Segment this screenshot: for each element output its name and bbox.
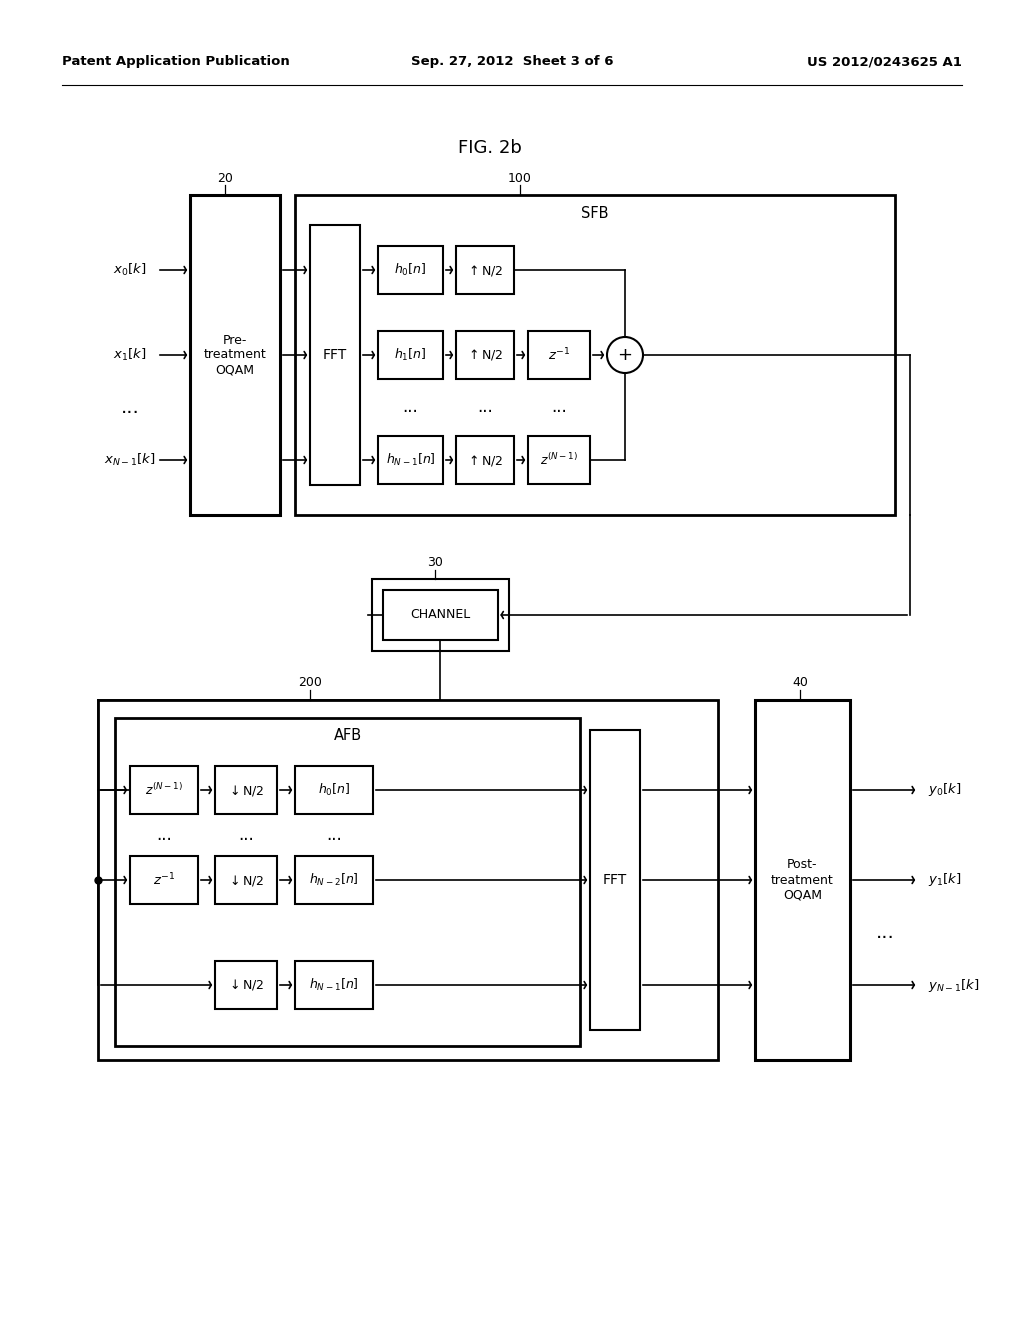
Bar (190, 195, 280, 515)
Text: ...: ... (121, 399, 139, 417)
Text: ...: ... (551, 399, 567, 417)
Text: $h_1[n]$: $h_1[n]$ (394, 347, 427, 363)
Text: SFB: SFB (582, 206, 608, 220)
Bar (130, 766, 198, 814)
Text: $y_{N-1}[k]$: $y_{N-1}[k]$ (928, 977, 980, 994)
Bar (383, 590, 498, 640)
Text: $h_0[n]$: $h_0[n]$ (317, 781, 350, 799)
Bar (528, 331, 590, 379)
Text: Sep. 27, 2012  Sheet 3 of 6: Sep. 27, 2012 Sheet 3 of 6 (411, 55, 613, 69)
Text: AFB: AFB (334, 729, 361, 743)
Text: $\uparrow$N/2: $\uparrow$N/2 (467, 453, 504, 467)
Bar (456, 331, 514, 379)
Text: 20: 20 (217, 172, 232, 185)
Bar (372, 579, 509, 651)
Bar (310, 224, 360, 484)
Bar (528, 436, 590, 484)
Text: Post-
treatment
OQAM: Post- treatment OQAM (771, 858, 834, 902)
Text: ...: ... (876, 923, 894, 942)
Text: 200: 200 (298, 676, 322, 689)
Text: $h_{N-1}[n]$: $h_{N-1}[n]$ (309, 977, 358, 993)
Text: $x_{N-1}[k]$: $x_{N-1}[k]$ (104, 451, 156, 469)
Text: $\downarrow$N/2: $\downarrow$N/2 (227, 978, 264, 993)
Bar (755, 700, 850, 1060)
Bar (215, 766, 278, 814)
Bar (295, 766, 373, 814)
Text: $z^{-1}$: $z^{-1}$ (153, 871, 175, 888)
Bar (590, 730, 640, 1030)
Text: ...: ... (156, 826, 172, 843)
Text: $h_{N-2}[n]$: $h_{N-2}[n]$ (309, 873, 358, 888)
Bar (456, 246, 514, 294)
Bar (215, 961, 278, 1008)
Text: 40: 40 (792, 676, 808, 689)
Text: $\downarrow$N/2: $\downarrow$N/2 (227, 873, 264, 887)
Text: Pre-
treatment
OQAM: Pre- treatment OQAM (204, 334, 266, 376)
Text: $x_1[k]$: $x_1[k]$ (114, 347, 146, 363)
Text: ...: ... (239, 826, 254, 843)
Text: 100: 100 (508, 172, 531, 185)
Text: ...: ... (402, 399, 419, 417)
Text: $z^{(N-1)}$: $z^{(N-1)}$ (145, 781, 183, 799)
Text: $\downarrow$N/2: $\downarrow$N/2 (227, 783, 264, 797)
Text: $y_0[k]$: $y_0[k]$ (928, 781, 962, 799)
Text: $h_0[n]$: $h_0[n]$ (394, 261, 427, 279)
Bar (378, 246, 443, 294)
Text: $x_0[k]$: $x_0[k]$ (114, 261, 146, 279)
Bar (295, 961, 373, 1008)
Text: 30: 30 (427, 556, 443, 569)
Text: ...: ... (477, 399, 493, 417)
Text: FFT: FFT (603, 873, 627, 887)
Text: FFT: FFT (323, 348, 347, 362)
Text: $h_{N-1}[n]$: $h_{N-1}[n]$ (386, 451, 435, 469)
Bar (115, 718, 580, 1045)
Text: Patent Application Publication: Patent Application Publication (62, 55, 290, 69)
Circle shape (607, 337, 643, 374)
Text: $\uparrow$N/2: $\uparrow$N/2 (467, 347, 504, 363)
Bar (295, 855, 373, 904)
Text: ...: ... (326, 826, 342, 843)
Bar (295, 195, 895, 515)
Bar (378, 331, 443, 379)
Text: $\uparrow$N/2: $\uparrow$N/2 (467, 263, 504, 277)
Text: $z^{-1}$: $z^{-1}$ (548, 347, 570, 363)
Text: $y_1[k]$: $y_1[k]$ (928, 871, 962, 888)
Bar (215, 855, 278, 904)
Text: CHANNEL: CHANNEL (410, 609, 470, 622)
Bar (98, 700, 718, 1060)
Text: US 2012/0243625 A1: US 2012/0243625 A1 (807, 55, 962, 69)
Text: FIG. 2b: FIG. 2b (458, 139, 522, 157)
Text: +: + (617, 346, 633, 364)
Bar (130, 855, 198, 904)
Bar (456, 436, 514, 484)
Text: $z^{(N-1)}$: $z^{(N-1)}$ (540, 451, 579, 469)
Bar (378, 436, 443, 484)
